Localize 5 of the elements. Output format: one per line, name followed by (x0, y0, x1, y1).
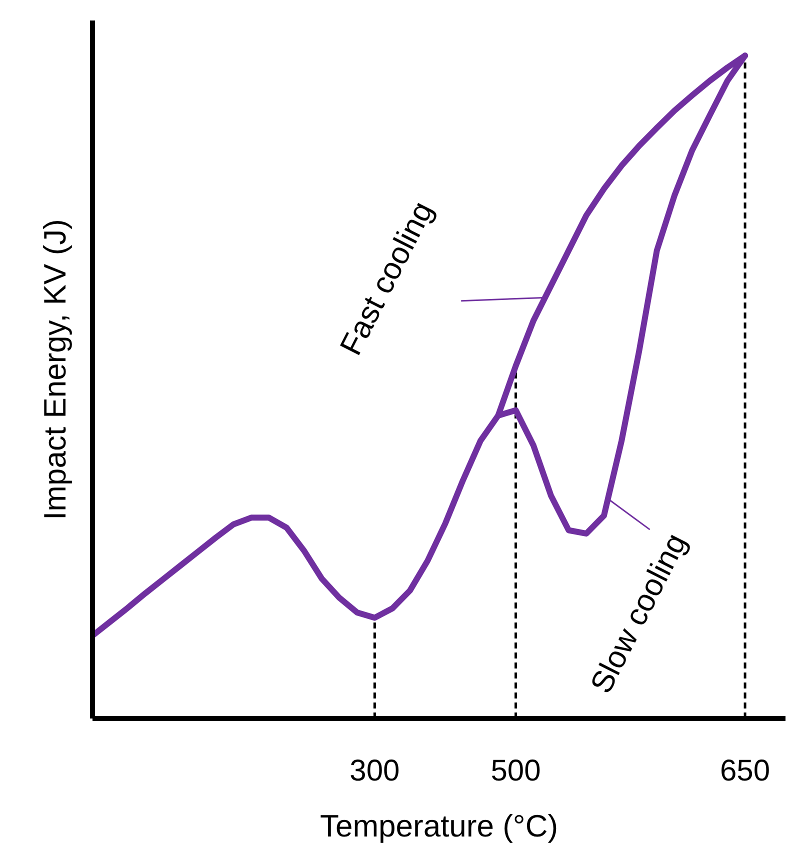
y-axis-title: Impact Energy, KV (J) (38, 219, 72, 520)
x-tick-label: 300 (350, 754, 400, 788)
x-tick-label: 650 (720, 754, 770, 788)
x-axis-title: Temperature (°C) (320, 808, 558, 844)
x-tick-label: 500 (490, 754, 541, 788)
